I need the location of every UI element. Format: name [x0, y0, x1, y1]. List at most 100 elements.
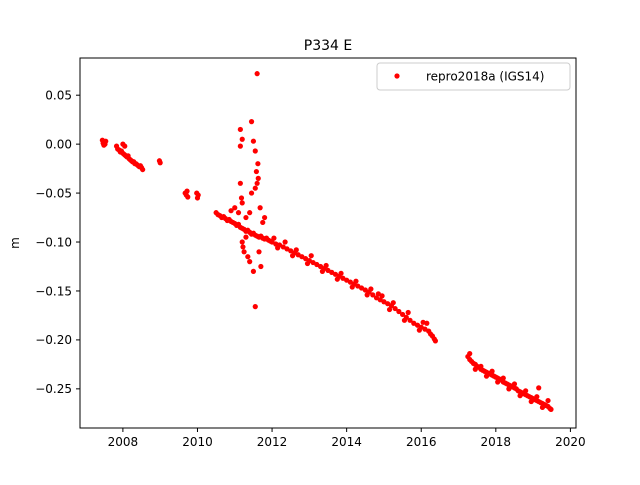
data-point — [255, 175, 261, 181]
data-point — [140, 166, 146, 173]
data-point — [275, 245, 281, 251]
x-tick-label: 2016 — [406, 435, 437, 449]
y-tick-label: −0.10 — [35, 235, 72, 249]
data-point — [232, 205, 238, 211]
data-point — [416, 327, 422, 333]
data-point — [319, 268, 326, 274]
data-point — [237, 126, 243, 133]
y-axis-ticks: 0.05 0.00 −0.05 −0.10 −0.15 −0.20 −0.25 — [35, 88, 80, 396]
data-point — [256, 249, 262, 255]
y-tick-label: −0.20 — [35, 333, 72, 347]
data-point — [252, 185, 258, 191]
data-point — [185, 194, 191, 200]
data-point — [323, 262, 329, 269]
data-point — [390, 300, 396, 306]
y-tick-label: 0.00 — [45, 137, 72, 151]
data-point — [243, 234, 249, 240]
data-point — [353, 278, 359, 284]
y-tick-label: 0.05 — [45, 88, 72, 102]
data-point — [254, 180, 260, 186]
legend-label: repro2018a (IGS14) — [426, 70, 544, 84]
data-point — [195, 192, 201, 198]
data-point — [545, 397, 551, 404]
data-point — [103, 138, 109, 144]
data-point — [235, 210, 242, 216]
data-point — [257, 205, 263, 211]
data-point — [334, 276, 340, 282]
data-point — [239, 239, 245, 245]
legend-marker — [394, 73, 400, 79]
data-point — [370, 292, 376, 298]
data-point — [392, 305, 398, 312]
data-point — [289, 253, 296, 259]
x-tick-label: 2014 — [331, 435, 362, 449]
data-point — [338, 270, 344, 276]
legend: repro2018a (IGS14) — [376, 62, 571, 91]
data-point — [253, 168, 259, 175]
data-point — [375, 291, 381, 297]
data-point — [237, 143, 243, 149]
plot-frame — [79, 57, 577, 429]
data-point — [407, 317, 413, 323]
data-point — [396, 308, 402, 315]
data-point — [478, 363, 484, 369]
data-point — [241, 249, 247, 255]
data-point — [254, 71, 260, 77]
y-tick-label: −0.25 — [35, 382, 72, 396]
data-point — [122, 143, 128, 149]
data-point — [262, 214, 268, 221]
data-point — [405, 309, 411, 316]
data-point — [467, 351, 473, 357]
data-point — [368, 286, 374, 292]
data-point — [271, 235, 277, 241]
data-point — [252, 304, 258, 310]
data-point — [239, 136, 245, 142]
y-axis-label: m — [8, 237, 22, 249]
chart-title: P334 E — [304, 38, 352, 54]
data-point — [472, 366, 478, 372]
data-point — [511, 381, 518, 387]
x-tick-label: 2010 — [182, 435, 213, 449]
data-points — [99, 71, 554, 412]
data-point — [349, 284, 355, 290]
x-tick-label: 2020 — [555, 435, 586, 449]
legend-box — [376, 62, 571, 91]
data-point — [304, 260, 311, 267]
data-point — [500, 375, 506, 381]
data-point — [260, 219, 266, 226]
data-point — [523, 388, 529, 394]
data-point — [250, 138, 257, 144]
data-point — [245, 254, 251, 260]
data-point — [237, 180, 243, 186]
data-point — [548, 406, 554, 412]
data-point — [157, 160, 163, 166]
data-point — [517, 393, 523, 399]
data-point — [240, 244, 246, 250]
data-point — [539, 404, 546, 411]
data-point — [495, 379, 501, 385]
data-point — [282, 239, 288, 245]
data-point — [239, 200, 245, 206]
data-point — [252, 148, 258, 154]
data-point — [248, 190, 255, 196]
y-tick-label: −0.15 — [35, 284, 72, 298]
data-point — [238, 195, 245, 201]
data-point — [534, 394, 540, 400]
data-point — [483, 373, 490, 379]
data-point — [386, 306, 393, 313]
data-point — [247, 210, 253, 216]
data-point — [243, 214, 249, 221]
x-tick-label: 2018 — [481, 435, 512, 449]
data-point — [536, 385, 542, 391]
data-point — [228, 208, 234, 214]
x-axis-ticks: 2008 2010 2012 2014 2016 2018 2020 — [108, 428, 586, 449]
data-point — [255, 161, 261, 167]
data-point — [401, 317, 408, 323]
data-point — [399, 311, 406, 318]
data-point — [248, 119, 255, 125]
data-point — [258, 263, 264, 270]
data-point — [489, 368, 495, 374]
data-point — [250, 268, 257, 274]
